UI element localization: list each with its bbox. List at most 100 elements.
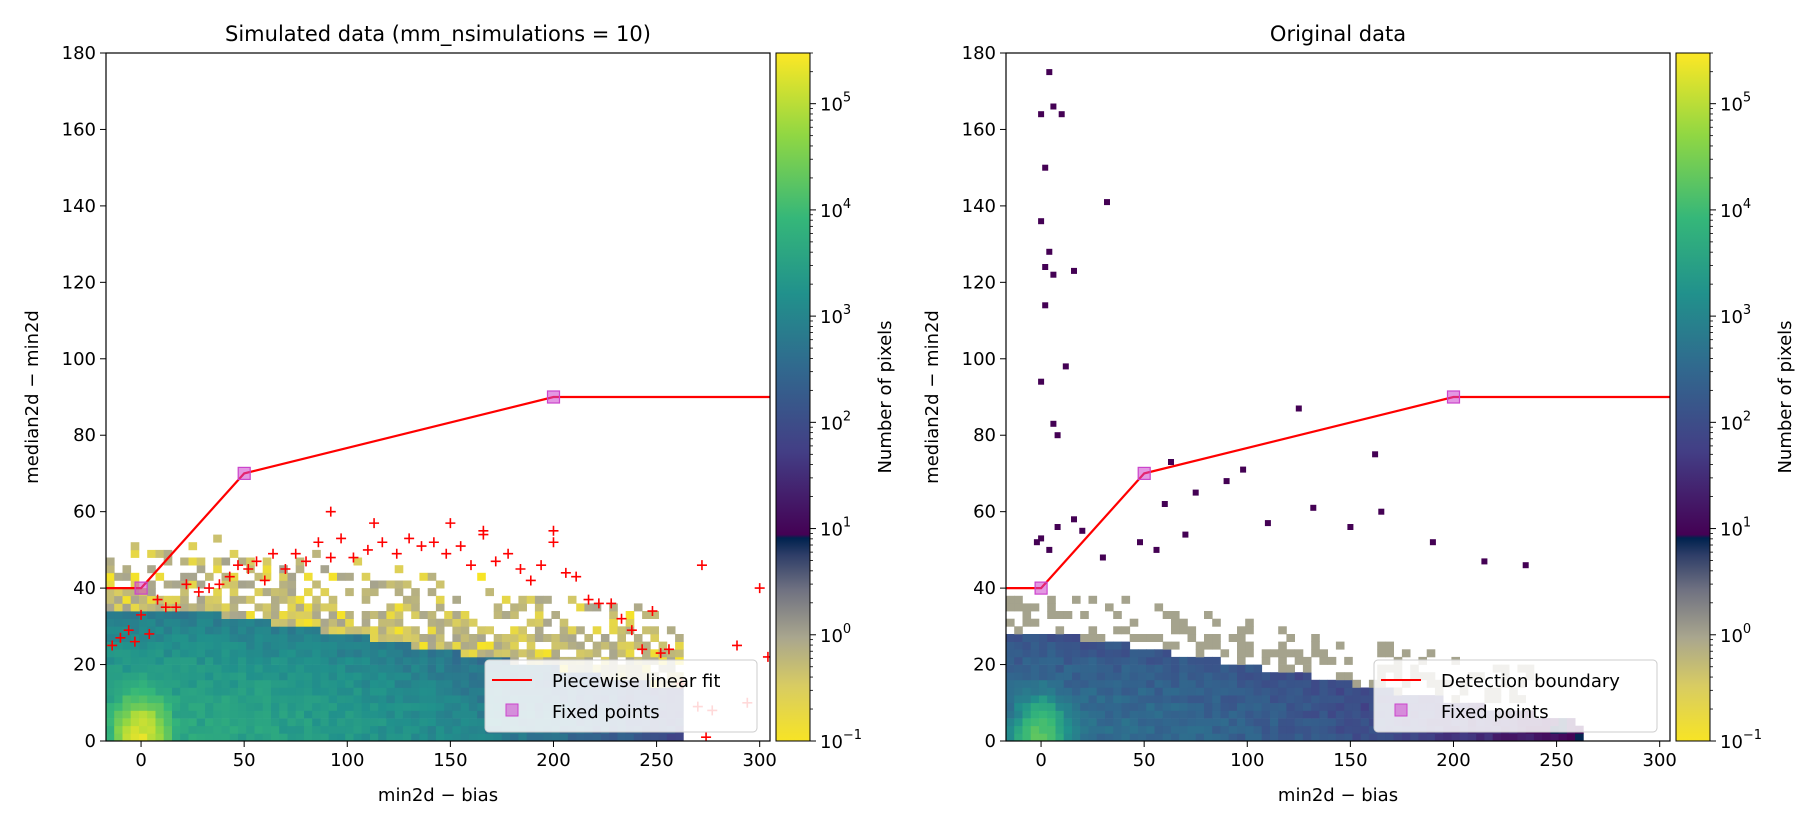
heatmap-cell [213,603,222,612]
heatmap-cell [1261,649,1271,658]
heatmap-cell [1179,656,1188,665]
heatmap-cell [1006,618,1015,627]
heatmap-cell [1129,687,1139,696]
heatmap-cell [510,634,519,642]
heatmap-cell [485,641,494,650]
heatmap-cell [155,611,165,619]
heatmap-cell [114,687,123,696]
heatmap-cell [271,618,280,627]
heatmap-cell [320,679,330,688]
heatmap-cell [1039,634,1048,642]
heatmap-cell [559,626,569,635]
heatmap-cell [304,588,313,597]
colorbar-tick-label: 105 [820,91,851,116]
heatmap-cell [147,634,156,642]
heatmap-cell [188,687,198,696]
heatmap-cell [600,641,610,650]
heatmap-cell [254,718,264,727]
heatmap-cell [254,679,264,688]
heatmap-cell [1039,649,1048,658]
heatmap-cell [460,649,470,658]
heatmap-cell [1377,733,1386,741]
heatmap-cell [1146,672,1155,681]
boundary-polyline [106,395,770,590]
heatmap-cell [460,672,470,681]
heatmap-cell [345,687,354,696]
heatmap-cell [1245,664,1254,673]
heatmap-cell [1212,656,1221,665]
heatmap-cell [180,649,189,658]
heatmap-cell [1030,649,1040,658]
outlier-pixel [1099,554,1106,561]
heatmap-cell [155,649,165,658]
heatmap-cell [1096,695,1106,704]
x-axis-label: min2d − bias [378,785,498,806]
heatmap-cell [1162,702,1172,711]
heatmap-cell [254,672,264,681]
heatmap-cell [435,672,445,681]
heatmap-cell [155,634,165,642]
heatmap-cell [452,656,461,665]
heatmap-cell [147,649,156,658]
heatmap-cell [238,718,247,727]
heatmap-cell [1006,595,1015,604]
heatmap-cell [378,634,387,642]
heatmap-cell [213,626,222,635]
heatmap-cell [534,603,544,612]
heatmap-cell [1063,649,1073,658]
heatmap-cell [213,565,222,574]
heatmap-cell [155,702,165,711]
heatmap-cell [1204,710,1213,719]
heatmap-cell [444,649,453,658]
heatmap-cell [229,679,239,688]
heatmap-cell [1014,656,1023,665]
heatmap-cell [386,641,395,650]
heatmap-cell [1327,710,1337,719]
heatmap-cell [1187,725,1197,734]
heatmap-cell [1039,679,1048,688]
plus-marker [404,533,415,544]
heatmap-cell [213,733,222,741]
outlier-pixel [1042,302,1049,309]
heatmap-cell [1113,687,1122,696]
heatmap-cell [1014,733,1023,741]
heatmap-cell [221,710,231,719]
heatmap-cell [1088,595,1098,604]
heatmap-cell [254,626,264,635]
heatmap-cell [444,618,453,627]
heatmap-cell [1286,718,1295,727]
heatmap-cell [386,618,395,627]
heatmap-cell [394,641,404,650]
heatmap-cell [419,687,428,696]
heatmap-cell [205,725,214,734]
heatmap-cell [1030,733,1040,741]
y-tick-label: 180 [962,43,996,64]
heatmap-cell [1047,641,1056,650]
heatmap-cell [1162,695,1172,704]
heatmap-cell [180,656,189,665]
heatmap-cell [1047,656,1056,665]
heatmap-cell [279,672,288,681]
heatmap-cell [213,718,222,727]
heatmap-cell [427,611,437,619]
heatmap-cell [1072,695,1081,704]
plus-marker [391,548,402,559]
heatmap-cell [468,634,478,642]
heatmap-cell [295,718,305,727]
heatmap-cell [477,656,486,665]
heatmap-cell [213,695,222,704]
heatmap-cell [262,588,272,597]
heatmap-cell [1096,649,1106,658]
heatmap-cell [1204,725,1213,734]
heatmap-cell [402,672,412,681]
heatmap-cell [1492,733,1502,741]
heatmap-cell [1228,718,1238,727]
heatmap-cell [394,718,404,727]
heatmap-cell [147,565,156,574]
heatmap-cell [1162,679,1172,688]
heatmap-cell [1063,679,1073,688]
plus-marker [560,567,571,578]
heatmap-cell [1311,679,1320,688]
heatmap-cell [205,695,214,704]
heatmap-cell [1327,656,1337,665]
